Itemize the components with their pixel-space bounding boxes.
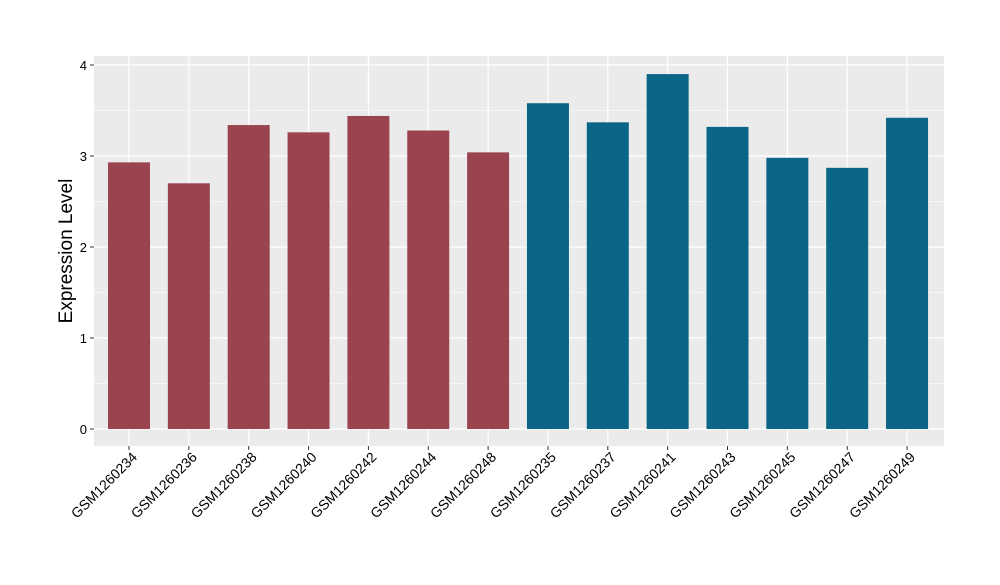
bar-GSM1260237	[586, 122, 629, 429]
bars	[108, 74, 929, 430]
x-axis: GSM1260234GSM1260236GSM1260238GSM1260240…	[68, 446, 918, 521]
bar-GSM1260244	[407, 130, 450, 429]
bar-GSM1260236	[167, 183, 210, 429]
bar-GSM1260238	[227, 125, 270, 429]
bar-GSM1260241	[646, 74, 689, 429]
bar-GSM1260240	[287, 132, 330, 429]
bar-GSM1260243	[706, 126, 749, 429]
y-axis: 0 1 2 3 4	[80, 58, 94, 437]
bar-GSM1260234	[108, 162, 150, 429]
plot-panel	[94, 56, 944, 446]
bar-GSM1260249	[886, 117, 929, 429]
bar-GSM1260247	[826, 167, 869, 429]
bar-GSM1260235	[526, 103, 569, 429]
bar-GSM1260242	[347, 115, 390, 430]
bar-GSM1260245	[766, 157, 809, 429]
bar-GSM1260248	[467, 152, 510, 430]
y-tick-label: 0	[80, 422, 87, 437]
y-axis-label: Expression Level	[56, 179, 77, 324]
y-tick-label: 2	[80, 240, 87, 255]
y-tick-label: 1	[80, 331, 87, 346]
y-tick-label: 3	[80, 149, 87, 164]
y-tick-label: 4	[80, 58, 87, 73]
